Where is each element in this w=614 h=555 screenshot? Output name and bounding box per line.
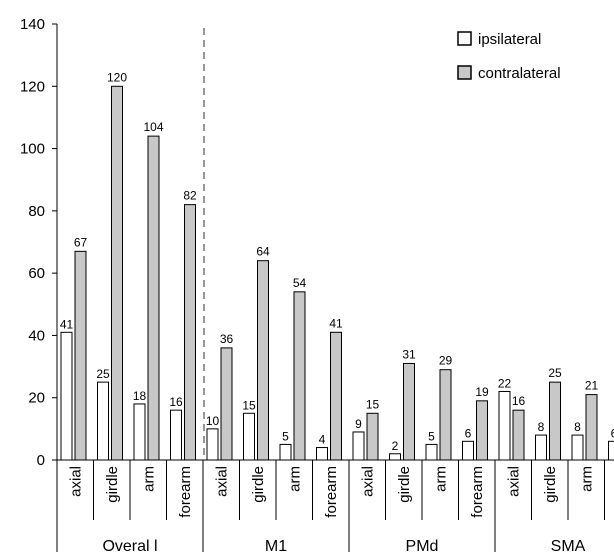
- bar-ipsilateral: [535, 434, 547, 461]
- bar-contralateral: [147, 135, 160, 461]
- data-label-contralateral: 104: [143, 120, 163, 134]
- bar-ipsilateral: [170, 409, 182, 461]
- bar-contralateral: [512, 409, 525, 461]
- bar-ipsilateral: [352, 431, 365, 461]
- data-label-ipsilateral: 8: [538, 420, 545, 434]
- x-group-label: M1: [265, 538, 287, 555]
- x-category-label: girdle: [542, 466, 559, 503]
- bar-contralateral: [74, 250, 87, 461]
- legend: ipsilateral contralateral: [457, 31, 561, 82]
- data-label-ipsilateral: 9: [355, 417, 362, 431]
- data-label-ipsilateral: 22: [498, 376, 512, 390]
- x-category-label: arm: [286, 466, 303, 492]
- y-tick-label: 20: [28, 390, 45, 407]
- data-label-contralateral: 31: [402, 347, 416, 361]
- bar-ipsilateral: [279, 443, 292, 461]
- data-label-contralateral: 36: [220, 332, 234, 346]
- bar-contralateral: [366, 412, 379, 461]
- data-label-contralateral: 25: [548, 366, 562, 380]
- data-label-ipsilateral: 8: [574, 420, 581, 434]
- data-label-contralateral: 16: [512, 394, 526, 408]
- x-category-label: arm: [578, 466, 595, 492]
- data-label-ipsilateral: 5: [282, 429, 289, 443]
- bar-contralateral: [220, 347, 233, 461]
- x-group-label: SMA: [551, 538, 586, 555]
- data-label-ipsilateral: 18: [133, 389, 147, 403]
- bar-ipsilateral: [425, 443, 438, 461]
- bar-contralateral: [439, 369, 452, 461]
- legend-swatch-ipsilateral: [457, 31, 472, 46]
- legend-label-contralateral: contralateral: [478, 65, 561, 82]
- x-category-label: arm: [140, 466, 157, 492]
- x-category-label: axial: [505, 466, 522, 497]
- x-category-label: forearm: [177, 466, 194, 518]
- data-label-ipsilateral: 15: [242, 398, 256, 412]
- bar-ipsilateral: [60, 331, 73, 461]
- bar-ipsilateral: [498, 390, 511, 461]
- data-label-ipsilateral: 2: [392, 439, 399, 453]
- data-label-contralateral: 21: [585, 379, 599, 393]
- bar-contralateral: [549, 381, 561, 461]
- x-category-label: girdle: [396, 466, 413, 503]
- y-tick-label: 140: [20, 16, 45, 33]
- data-label-ipsilateral: 25: [96, 367, 110, 381]
- data-label-contralateral: 54: [293, 276, 307, 290]
- bar-contralateral: [257, 260, 269, 461]
- data-label-contralateral: 64: [256, 245, 270, 259]
- data-label-ipsilateral: 6: [611, 426, 614, 440]
- y-tick-label: 0: [37, 452, 45, 469]
- bar-contralateral: [111, 85, 123, 461]
- bar-ipsilateral: [571, 434, 584, 461]
- x-category-label: forearm: [469, 466, 486, 518]
- bar-ipsilateral: [462, 440, 474, 461]
- x-category-label: axial: [359, 466, 376, 497]
- data-label-contralateral: 15: [366, 397, 380, 411]
- value-labels: 41 67 25 120 18 104 16 82 10 36 15 64 5 54 4 41 9 15 2 31 5 2…: [60, 70, 614, 452]
- x-category-label: axial: [213, 466, 230, 497]
- bar-ipsilateral: [133, 403, 146, 461]
- data-label-ipsilateral: 6: [465, 426, 472, 440]
- y-tick-label: 100: [20, 141, 45, 158]
- x-category-label: girdle: [104, 466, 121, 503]
- data-label-contralateral: 82: [183, 189, 197, 203]
- x-category-label: axial: [67, 466, 84, 497]
- axes: 0 20 40 60 80 100 120 140 axial girdle arm forearm a…: [20, 16, 614, 555]
- bar-contralateral: [330, 331, 342, 461]
- x-group-label: PMd: [406, 538, 439, 555]
- bar-contralateral: [403, 362, 415, 461]
- bar-ipsilateral: [316, 447, 328, 461]
- bar-contralateral: [293, 291, 306, 461]
- bars: [60, 85, 614, 461]
- bar-ipsilateral: [608, 440, 614, 461]
- bar-ipsilateral: [97, 381, 109, 461]
- x-category-label: forearm: [323, 466, 340, 518]
- data-label-contralateral: 41: [329, 316, 343, 330]
- legend-label-ipsilateral: ipsilateral: [478, 31, 541, 48]
- data-label-ipsilateral: 10: [206, 414, 220, 428]
- y-tick-label: 120: [20, 78, 45, 95]
- bar-contralateral: [184, 204, 196, 461]
- bar-ipsilateral: [389, 453, 401, 461]
- data-label-contralateral: 29: [439, 354, 453, 368]
- data-label-contralateral: 67: [74, 235, 88, 249]
- bar-contralateral: [476, 400, 488, 461]
- data-label-contralateral: 19: [475, 385, 489, 399]
- y-tick-label: 40: [28, 327, 45, 344]
- bar-ipsilateral: [243, 412, 255, 461]
- data-label-ipsilateral: 16: [169, 395, 183, 409]
- x-category-label: arm: [432, 466, 449, 492]
- data-label-ipsilateral: 41: [60, 317, 74, 331]
- bar-contralateral: [585, 394, 598, 461]
- data-label-contralateral: 120: [107, 70, 127, 84]
- legend-swatch-contralateral: [457, 65, 472, 80]
- bar-ipsilateral: [206, 428, 219, 461]
- x-category-label: girdle: [250, 466, 267, 503]
- data-label-ipsilateral: 5: [428, 429, 435, 443]
- data-label-ipsilateral: 4: [319, 433, 326, 447]
- x-group-label: Overal l: [102, 538, 157, 555]
- y-tick-label: 60: [28, 265, 45, 282]
- y-tick-label: 80: [28, 203, 45, 220]
